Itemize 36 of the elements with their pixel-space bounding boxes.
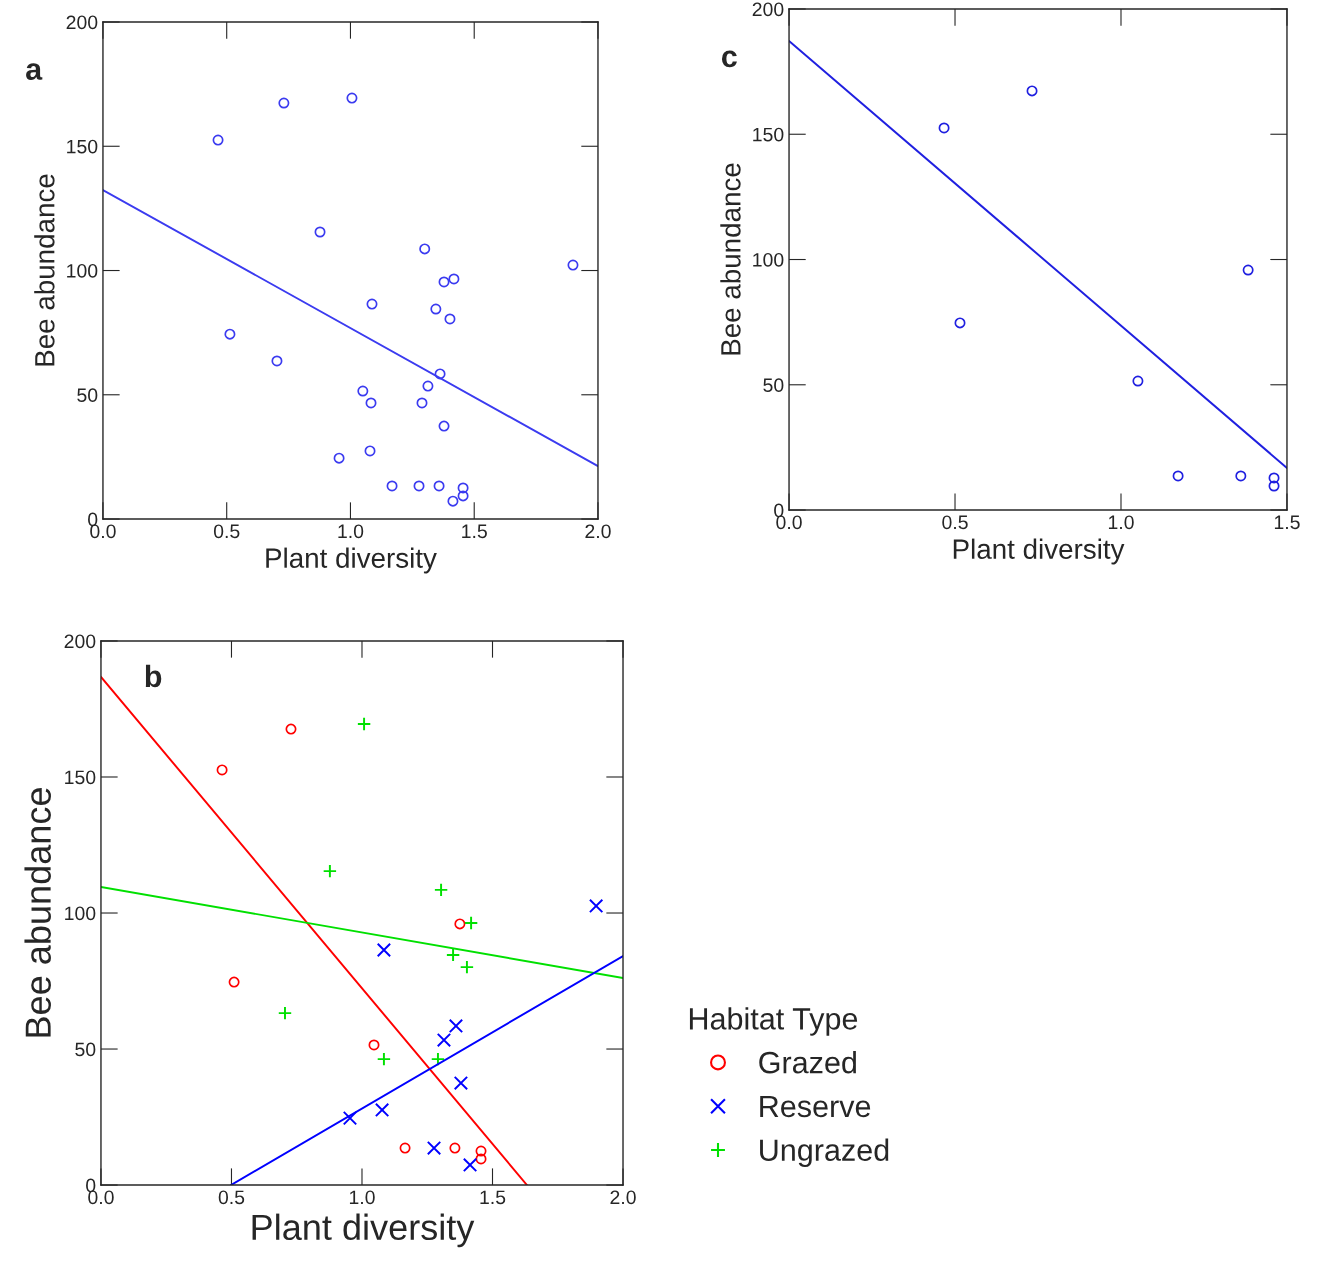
legend-title: Habitat Type (689, 1007, 858, 1036)
y-tick-label: 200 (66, 15, 98, 30)
x-tick-label: 2.0 (585, 524, 611, 539)
y-tick-label: 100 (65, 906, 96, 921)
y-tick-label: 150 (67, 139, 98, 154)
y-axis-title: Bee abundance (720, 163, 741, 355)
legend-label: Grazed (759, 1051, 856, 1074)
y-tick-label: 50 (77, 388, 98, 403)
y-tick-label: 200 (752, 2, 784, 17)
x-tick-label: 0.5 (213, 524, 240, 539)
x-tick-label: 1.0 (338, 524, 364, 539)
y-tick-label: 50 (763, 378, 784, 393)
x-tick-label: 1.5 (462, 524, 487, 539)
x-axis-title: Plant diversity (953, 538, 1125, 565)
legend-label: Reserve (760, 1095, 871, 1118)
text: a (26, 63, 43, 80)
x-tick-label: 1.5 (480, 1190, 506, 1205)
y-tick-label: 100 (753, 252, 784, 267)
x-tick-label: 0.5 (942, 515, 968, 530)
text: c (721, 50, 737, 68)
y-tick-label: 100 (67, 263, 98, 278)
y-tick-label: 50 (75, 1042, 96, 1057)
x-axis-title: Plant diversity (252, 1213, 475, 1248)
text: b (145, 664, 162, 688)
x-tick-label: 1.0 (349, 1190, 375, 1205)
x-axis-title: Plant diversity (266, 547, 437, 574)
y-tick-label: 200 (64, 634, 96, 649)
x-tick-label: 1.5 (1274, 515, 1300, 530)
x-tick-label: 1.0 (1108, 515, 1134, 530)
y-tick-label: 150 (65, 770, 96, 785)
y-axis-title: Bee abundance (24, 788, 51, 1037)
y-tick-label: 150 (753, 127, 784, 142)
x-tick-label: 0.5 (218, 1190, 245, 1205)
x-tick-label: 2.0 (610, 1190, 636, 1205)
legend-label: Ungrazed (760, 1138, 889, 1167)
y-axis-title: Bee abundance (34, 174, 55, 366)
